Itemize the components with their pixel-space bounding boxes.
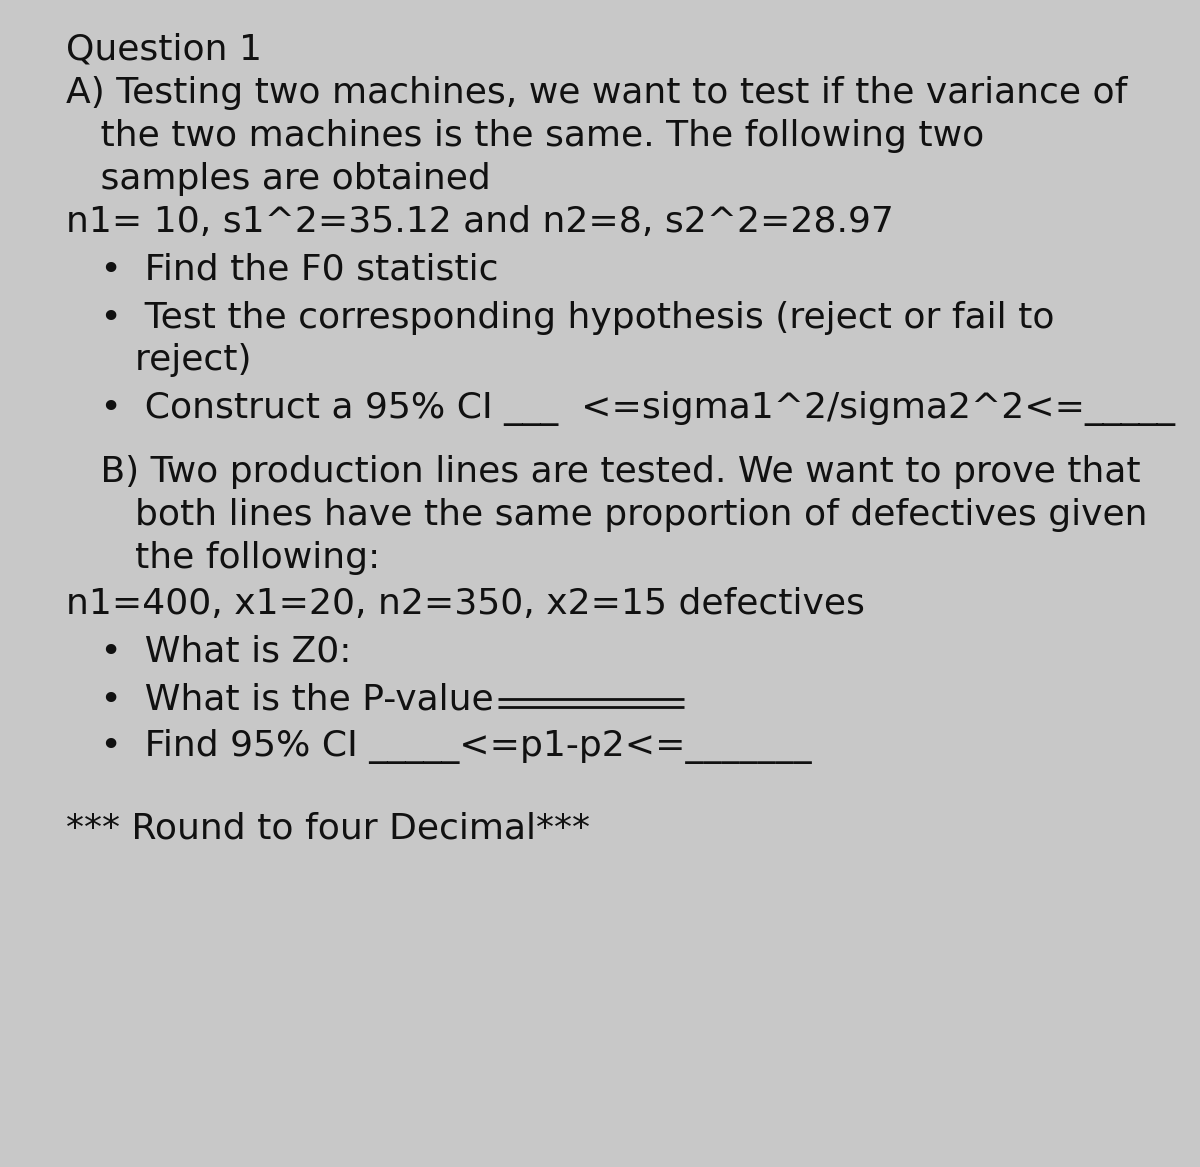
Text: •  Construct a 95% CI ___  <=sigma1^2/sigma2^2<=_____: • Construct a 95% CI ___ <=sigma1^2/sigm… — [66, 391, 1175, 426]
Text: reject): reject) — [66, 343, 252, 377]
Text: Question 1: Question 1 — [66, 33, 262, 67]
Text: •  Find 95% CI _____<=p1-p2<=_______: • Find 95% CI _____<=p1-p2<=_______ — [66, 729, 811, 764]
Text: both lines have the same proportion of defectives given: both lines have the same proportion of d… — [66, 498, 1147, 532]
Text: *** Round to four Decimal***: *** Round to four Decimal*** — [66, 811, 590, 845]
Text: the two machines is the same. The following two: the two machines is the same. The follow… — [66, 119, 984, 153]
Text: B) Two production lines are tested. We want to prove that: B) Two production lines are tested. We w… — [66, 455, 1141, 489]
Text: n1= 10, s1^2=35.12 and n2=8, s2^2=28.97: n1= 10, s1^2=35.12 and n2=8, s2^2=28.97 — [66, 205, 894, 239]
Text: •  Find the F0 statistic: • Find the F0 statistic — [66, 252, 498, 286]
Text: •  Test the corresponding hypothesis (reject or fail to: • Test the corresponding hypothesis (rej… — [66, 301, 1055, 335]
Text: •  What is the P-value: • What is the P-value — [66, 683, 493, 717]
Text: n1=400, x1=20, n2=350, x2=15 defectives: n1=400, x1=20, n2=350, x2=15 defectives — [66, 587, 865, 621]
Text: A) Testing two machines, we want to test if the variance of: A) Testing two machines, we want to test… — [66, 76, 1127, 110]
Text: •  What is Z0:: • What is Z0: — [66, 635, 352, 669]
Text: samples are obtained: samples are obtained — [66, 162, 491, 196]
Text: the following:: the following: — [66, 541, 380, 575]
